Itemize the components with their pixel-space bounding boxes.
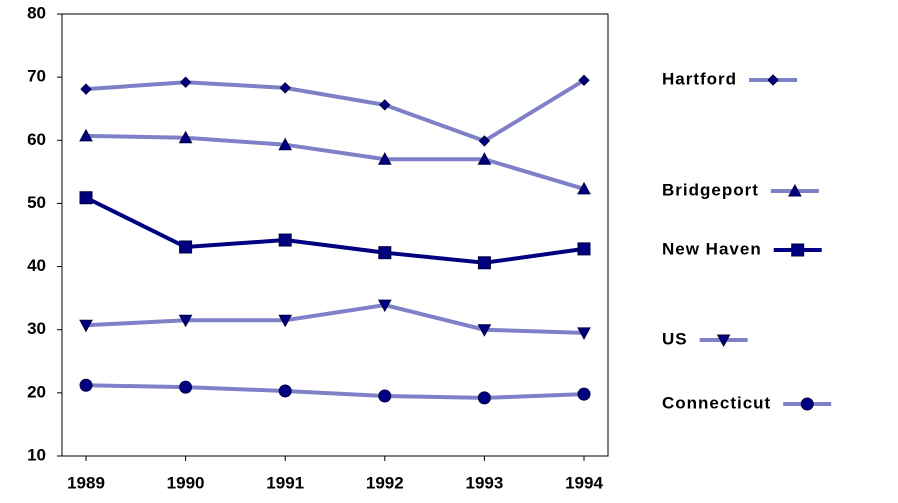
- x-tick-label: 1992: [366, 473, 404, 492]
- point-marker: [477, 324, 492, 337]
- plot-frame: [61, 13, 609, 457]
- series-line: [85, 383, 585, 400]
- y-tick-label: 70: [27, 67, 46, 86]
- point-marker: [578, 74, 590, 87]
- legend-marker: [716, 334, 731, 348]
- series-line: [85, 78, 586, 144]
- series-line: [85, 195, 585, 265]
- point-marker: [577, 242, 591, 256]
- point-marker: [279, 82, 291, 94]
- point-marker: [79, 128, 93, 142]
- point-marker: [179, 240, 193, 254]
- point-marker: [278, 314, 293, 328]
- legend-marker: [788, 183, 802, 197]
- point-marker: [278, 137, 293, 151]
- y-tick-label: 10: [27, 445, 46, 464]
- point-marker: [79, 319, 93, 333]
- point-marker: [478, 135, 491, 147]
- legend-label: Bridgeport: [662, 180, 759, 199]
- point-marker: [477, 391, 491, 405]
- point-marker: [378, 246, 392, 260]
- point-marker: [378, 389, 392, 403]
- x-tick-label: 1989: [67, 473, 105, 492]
- legend-marker: [800, 397, 814, 411]
- y-tick-label: 50: [27, 193, 46, 212]
- legend-marker: [767, 74, 779, 86]
- point-marker: [379, 99, 391, 111]
- y-tick-label: 40: [27, 256, 46, 275]
- point-marker: [577, 327, 591, 340]
- point-marker: [179, 380, 193, 394]
- y-tick-label: 60: [27, 130, 46, 149]
- point-marker: [577, 387, 591, 401]
- x-tick-label: 1994: [565, 473, 603, 492]
- x-tick-label: 1990: [167, 473, 205, 492]
- point-marker: [178, 314, 193, 328]
- legend-label: Connecticut: [662, 393, 771, 412]
- point-marker: [278, 384, 292, 398]
- series-line: [85, 133, 585, 191]
- point-marker: [477, 152, 492, 165]
- y-tick-label: 30: [27, 319, 46, 338]
- point-marker: [278, 233, 292, 247]
- legend-label: Hartford: [662, 69, 737, 88]
- y-tick-label: 80: [27, 3, 46, 22]
- point-marker: [80, 83, 92, 95]
- point-marker: [377, 299, 392, 313]
- point-marker: [179, 76, 192, 88]
- point-marker: [577, 181, 591, 195]
- y-tick-label: 20: [27, 382, 46, 401]
- legend-marker: [791, 243, 805, 257]
- point-marker: [377, 152, 392, 165]
- x-tick-label: 1993: [465, 473, 503, 492]
- legend-label: US: [662, 329, 688, 348]
- point-marker: [79, 378, 93, 392]
- x-tick-label: 1991: [266, 473, 304, 492]
- point-marker: [79, 191, 93, 205]
- point-marker: [477, 256, 491, 270]
- point-marker: [178, 130, 193, 144]
- legend-label: New Haven: [662, 239, 762, 258]
- series-line: [85, 303, 585, 335]
